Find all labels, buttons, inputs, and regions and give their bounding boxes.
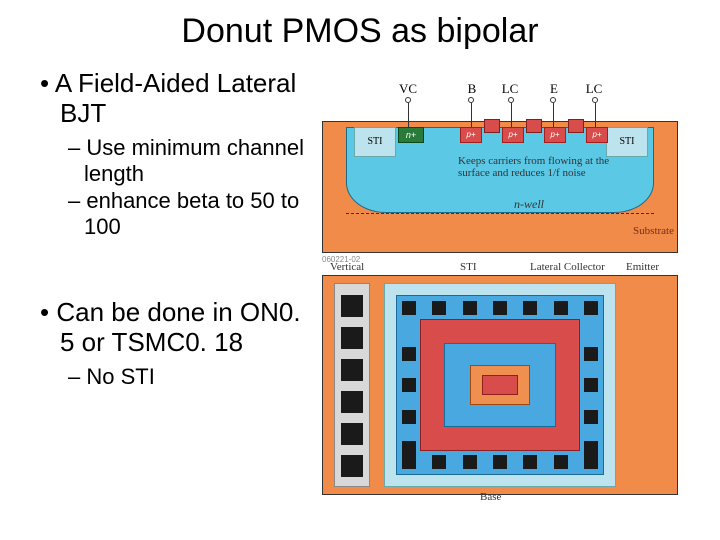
- slide-title: Donut PMOS as bipolar: [0, 0, 720, 51]
- base-contact: [402, 301, 416, 315]
- label-emitter: Emitter: [626, 261, 659, 273]
- vc-contact: [341, 295, 363, 317]
- bullet-no-sti: No STI: [68, 364, 322, 390]
- base-contact: [584, 455, 598, 469]
- base-contact: [554, 301, 568, 315]
- bullet-min-channel: Use minimum channel length: [68, 135, 322, 188]
- pplus-lc1: p+: [502, 127, 524, 143]
- base-contact: [463, 455, 477, 469]
- base-contact: [523, 455, 537, 469]
- vc-contact: [341, 455, 363, 477]
- base-contact: [432, 301, 446, 315]
- pplus-base: p+: [460, 127, 482, 143]
- terminal-wire: [511, 103, 512, 127]
- base-contact: [463, 301, 477, 315]
- base-contact: [554, 455, 568, 469]
- vc-contact: [341, 391, 363, 413]
- terminal-e-label: E: [542, 81, 566, 97]
- sti-left: STI: [354, 127, 396, 157]
- sub-list-1: Use minimum channel length enhance beta …: [40, 135, 322, 241]
- bullet-beta: enhance beta to 50 to 100: [68, 188, 322, 241]
- nplus-diffusion: n+: [398, 127, 424, 143]
- base-contact: [584, 301, 598, 315]
- vc-contact: [341, 327, 363, 349]
- base-contact: [584, 410, 598, 424]
- gate-2: [526, 119, 542, 133]
- base-contact: [402, 455, 416, 469]
- gate-1: [484, 119, 500, 133]
- substrate-label: Substrate: [633, 225, 674, 237]
- terminal-wire: [553, 103, 554, 127]
- base-contact: [432, 455, 446, 469]
- terminal-lc2-label: LC: [582, 81, 606, 97]
- text-column: A Field-Aided Lateral BJT Use minimum ch…: [12, 61, 322, 505]
- base-contact: [402, 378, 416, 392]
- base-contact: [493, 301, 507, 315]
- emitter-core: [482, 375, 518, 395]
- top-view-diagram: Vertical Collector STI Lateral Collector…: [322, 265, 678, 505]
- base-contact: [402, 347, 416, 361]
- terminal-wire: [595, 103, 596, 127]
- nwell-label: n-well: [514, 197, 544, 212]
- terminal-wire: [471, 103, 472, 127]
- sti-right: STI: [606, 127, 648, 157]
- vc-contact: [341, 423, 363, 445]
- pplus-lc2: p+: [586, 127, 608, 143]
- carrier-note: Keeps carriers from flowing at the surfa…: [458, 155, 618, 179]
- sub-list-2: No STI: [40, 364, 322, 390]
- base-contact: [493, 455, 507, 469]
- base-contact: [402, 410, 416, 424]
- base-contact: [523, 301, 537, 315]
- base-contact: [402, 441, 416, 455]
- gate-3: [568, 119, 584, 133]
- figure-column: STI STI n+ p+ p+ p+ p+ VC B LC E LC: [322, 61, 682, 505]
- base-contact: [584, 347, 598, 361]
- terminal-lc1-label: LC: [498, 81, 522, 97]
- label-sti: STI: [460, 261, 477, 273]
- content-area: A Field-Aided Lateral BJT Use minimum ch…: [0, 51, 720, 505]
- terminal-b-label: B: [460, 81, 484, 97]
- terminal-wire: [408, 103, 409, 127]
- cross-section-diagram: STI STI n+ p+ p+ p+ p+ VC B LC E LC: [322, 65, 678, 255]
- pplus-emitter: p+: [544, 127, 566, 143]
- terminal-vc-label: VC: [396, 81, 420, 97]
- vc-contact: [341, 359, 363, 381]
- bullet-field-aided: A Field-Aided Lateral BJT: [40, 69, 322, 129]
- nwell-boundary-dash: [346, 213, 654, 214]
- bullet-process: Can be done in ON0. 5 or TSMC0. 18: [40, 298, 322, 358]
- label-lateral-collector: Lateral Collector: [530, 261, 620, 273]
- label-base: Base: [480, 491, 501, 503]
- base-contact: [584, 378, 598, 392]
- base-contact: [584, 441, 598, 455]
